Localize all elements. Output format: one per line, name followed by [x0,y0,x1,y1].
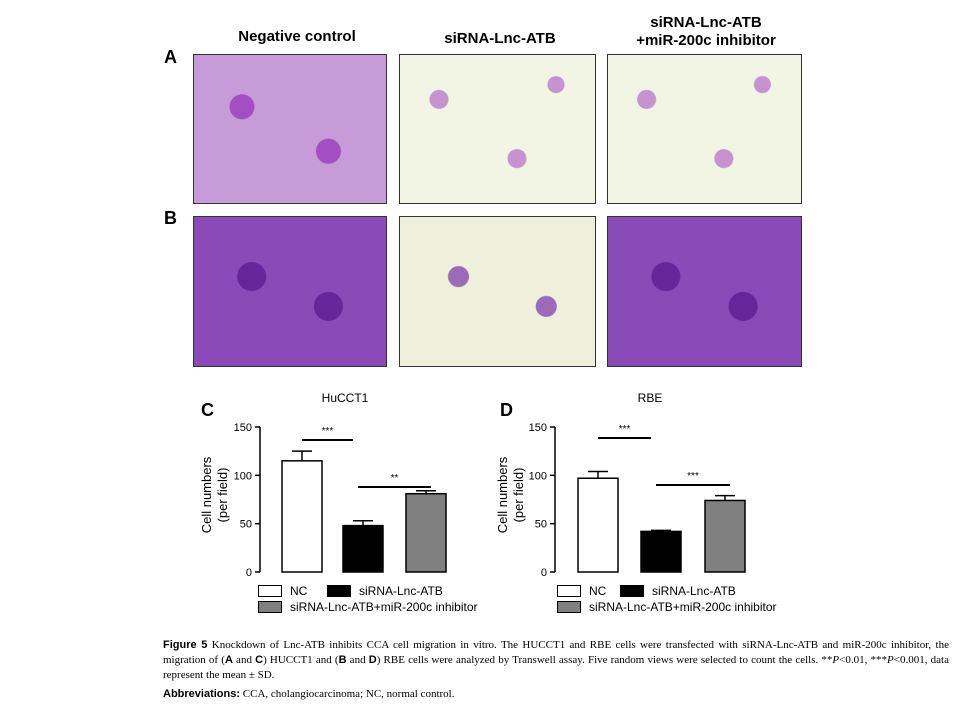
chart-c-ytick-label: 100 [234,470,252,482]
chart-d-significance-label: *** [619,424,631,435]
legend-c-combo: siRNA-Lnc-ATB+miR-200c inhibitor [258,600,478,614]
legend-c-combo-label: siRNA-Lnc-ATB+miR-200c inhibitor [290,600,478,614]
chart-d-ytick-label: 50 [535,519,547,531]
caption-text-6: <0.01, *** [839,654,888,666]
chart-c-bar [405,492,447,573]
chart-c-bar [342,524,384,573]
panel-label-b: B [164,208,177,228]
column-title-combo-line1: siRNA-Lnc-ATB [650,14,762,31]
column-title-negative-control: Negative control [238,28,356,45]
abbreviations-label: Abbreviations: [163,688,241,700]
caption-text-1: Knockdown of Lnc-ATB inhibits CCA cell m… [163,639,949,666]
chart-d-ylabel: Cell numbers (per field) [495,456,526,533]
chart-d-ytick-label: 150 [529,422,547,434]
chart-c-significance-label: ** [391,473,399,484]
caption-text-2: and [232,654,256,666]
chart-d-ytick-label: 0 [541,567,547,579]
legend-d-nc-swatch [557,585,581,597]
legend-c-sirna: siRNA-Lnc-ATB [327,584,443,598]
caption-bold-c: C [255,654,264,666]
abbreviations: Abbreviations: CCA, cholangiocarcinoma; … [163,687,949,702]
micrograph-a-sirna [399,54,596,204]
column-title-combo-line2: +miR-200c inhibitor [636,32,776,49]
micrograph-b-negative-control [193,216,387,367]
chart-c-significance-label: *** [322,426,334,437]
chart-c-ytick-label: 150 [234,422,252,434]
legend-c-nc-swatch [258,585,282,597]
legend-d-combo: siRNA-Lnc-ATB+miR-200c inhibitor [557,600,777,614]
chart-d-bar [640,530,682,573]
caption-text-4: and [346,654,369,666]
chart-c-ylabel-line1: Cell numbers [199,456,214,533]
chart-d-title: RBE [637,391,663,405]
caption-text-3: ) HUCCT1 and ( [263,654,339,666]
caption-figure-label: Figure 5 [163,639,208,651]
chart-d-ytick-label: 100 [529,470,547,482]
chart-d-ylabel-line1: Cell numbers [495,456,510,533]
caption-bold-d: D [368,654,377,666]
legend-c-sirna-label: siRNA-Lnc-ATB [359,584,443,598]
chart-c-ylabel-line2: (per field) [215,468,230,523]
panel-label-c: C [201,400,214,420]
figure-caption: Figure 5 Knockdown of Lnc-ATB inhibits C… [163,638,949,683]
legend-d-sirna-label: siRNA-Lnc-ATB [652,584,736,598]
chart-c-title: HuCCT1 [321,391,369,405]
caption-text-7: <0.001, data represent the mean ± SD. [163,654,949,681]
micrograph-a-negative-control [193,54,387,204]
legend-c-sirna-swatch [327,585,351,597]
chart-c-ytick-label: 50 [240,519,252,531]
panel-label-d: D [500,400,513,420]
panel-label-a: A [164,47,177,67]
legend-c-nc: NC [258,584,307,598]
caption-bold-b: B [338,654,347,666]
chart-d-bar [577,477,619,573]
legend-d-sirna: siRNA-Lnc-ATB [620,584,736,598]
column-title-combo: siRNA-Lnc-ATB +miR-200c inhibitor [606,14,806,50]
chart-d-ylabel-line2: (per field) [511,468,526,523]
chart-d-significance-label: *** [687,471,699,482]
legend-d-combo-swatch [557,601,581,613]
caption-bold-a: A [224,654,233,666]
micrograph-b-combo [607,216,802,367]
micrograph-a-combo [607,54,802,204]
caption-text-5: ) RBE cells were analyzed by Transwell a… [376,654,833,666]
chart-c-ytick-label: 0 [246,567,252,579]
micrograph-b-sirna [399,216,596,367]
legend-c-nc-label: NC [290,584,308,598]
chart-c-bar [281,460,323,573]
legend-d-combo-label: siRNA-Lnc-ATB+miR-200c inhibitor [589,600,777,614]
legend-c-combo-swatch [258,601,282,613]
legend-d-sirna-swatch [620,585,644,597]
abbreviations-text: CCA, cholangiocarcinoma; NC, normal cont… [240,688,455,700]
chart-d-bar [704,499,746,573]
legend-d-nc: NC [557,584,606,598]
legend-d-nc-label: NC [589,584,607,598]
caption-p1: P [832,654,840,666]
chart-c-ylabel: Cell numbers (per field) [199,456,230,533]
column-title-sirna: siRNA-Lnc-ATB [444,30,556,47]
caption-p2: P [887,654,894,666]
chart-d: Cell numbers (per field) 0 50 100 150 *** *** [495,422,746,579]
